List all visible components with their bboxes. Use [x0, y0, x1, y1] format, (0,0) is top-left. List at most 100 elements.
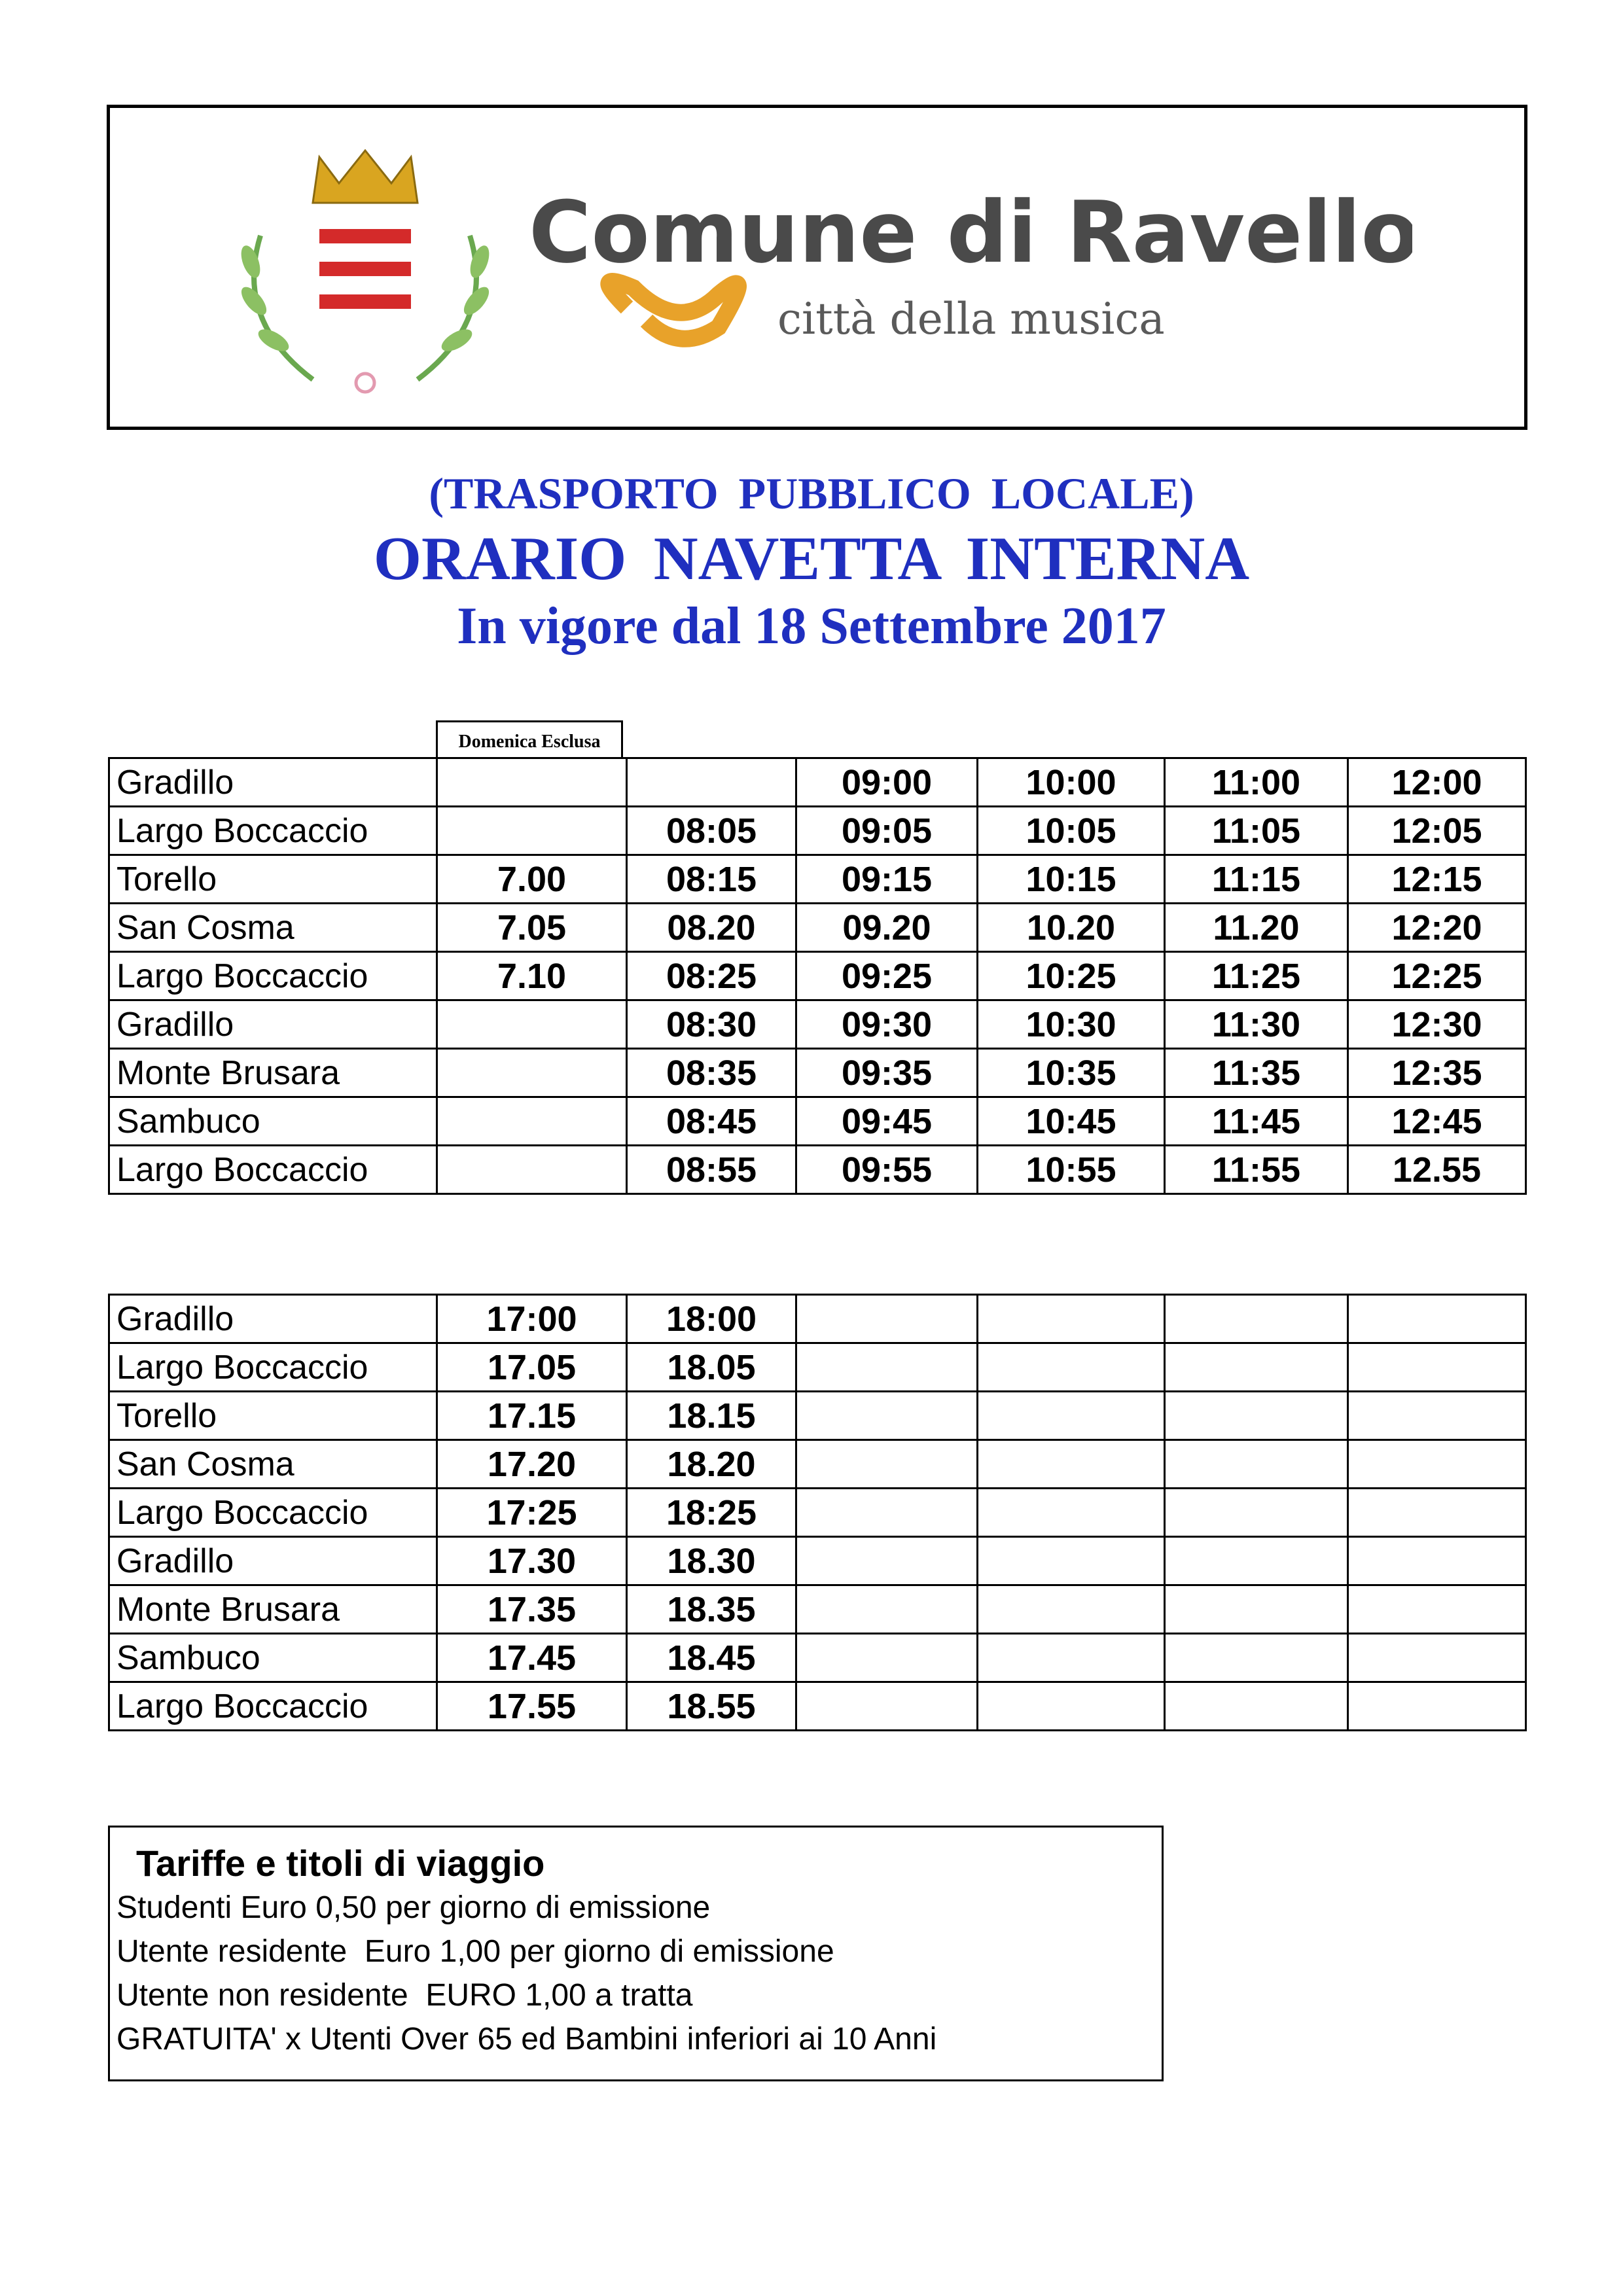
sunday-excluded-note: Domenica Esclusa [436, 720, 623, 757]
departure-time: 17.35 [436, 1584, 628, 1634]
departure-time [1347, 1342, 1527, 1392]
departure-time [436, 999, 628, 1050]
departure-time: 7.05 [436, 902, 628, 953]
departure-time: 11:30 [1164, 999, 1349, 1050]
stop-name: San Cosma [108, 1439, 438, 1489]
departure-time: 09:45 [795, 1096, 978, 1146]
departure-time: 09:15 [795, 854, 978, 904]
departure-time [795, 1342, 978, 1392]
table-row: Gradillo 17:00 18:00 [108, 1294, 1527, 1344]
stop-name: Gradillo [108, 757, 438, 807]
departure-time [626, 757, 797, 807]
table-row: Largo Boccaccio 17.05 18.05 [108, 1342, 1527, 1392]
departure-time: 10:30 [976, 999, 1166, 1050]
departure-time: 12:30 [1347, 999, 1527, 1050]
table-row: Monte Brusara 08:35 09:35 10:35 11:35 12:35 [108, 1048, 1527, 1098]
stop-name: Torello [108, 854, 438, 904]
table-row: Gradillo 17.30 18.30 [108, 1536, 1527, 1586]
departure-time: 11:45 [1164, 1096, 1349, 1146]
departure-time [795, 1633, 978, 1683]
table-row: Largo Boccaccio 08:05 09:05 10:05 11:05 12:05 [108, 805, 1527, 856]
table-row: Sambuco 08:45 09:45 10:45 11:45 12:45 [108, 1096, 1527, 1146]
departure-time: 18.35 [626, 1584, 797, 1634]
table-row: Gradillo 09:00 10:00 11:00 12:00 [108, 757, 1527, 807]
departure-time [1347, 1584, 1527, 1634]
stop-name: Largo Boccaccio [108, 951, 438, 1001]
departure-time: 12:00 [1347, 757, 1527, 807]
departure-time [1164, 1584, 1349, 1634]
departure-time [436, 805, 628, 856]
departure-time: 08.20 [626, 902, 797, 953]
departure-time [976, 1342, 1166, 1392]
comune-di-ravello-logo: Comune di Ravello città della musica [241, 149, 1412, 394]
departure-time [1164, 1342, 1349, 1392]
stop-name: Gradillo [108, 1536, 438, 1586]
fare-line: Utente residente Euro 1,00 per giorno di… [116, 1934, 834, 1969]
departure-time: 17.15 [436, 1390, 628, 1441]
service-type-heading: (TRASPORTO PUBBLICO LOCALE) [429, 468, 1194, 518]
music-note-icon [600, 273, 747, 347]
fare-line: Utente non residente EURO 1,00 a tratta [116, 1978, 693, 2013]
departure-time: 12.55 [1347, 1144, 1527, 1195]
svg-text:città della musica: città della musica [777, 294, 1165, 344]
departure-time [436, 757, 628, 807]
table-row: San Cosma 7.05 08.20 09.20 10.20 11.20 12:20 [108, 902, 1527, 953]
departure-time [976, 1487, 1166, 1538]
departure-time [436, 1048, 628, 1098]
departure-time: 12:25 [1347, 951, 1527, 1001]
departure-time: 10:35 [976, 1048, 1166, 1098]
departure-time: 08:15 [626, 854, 797, 904]
departure-time: 11:05 [1164, 805, 1349, 856]
departure-time [1347, 1633, 1527, 1683]
stop-name: Sambuco [108, 1096, 438, 1146]
departure-time [1164, 1487, 1349, 1538]
stop-name: Largo Boccaccio [108, 1144, 438, 1195]
table-row: Largo Boccaccio 7.10 08:25 09:25 10:25 11:25 1… [108, 951, 1527, 1001]
departure-time: 09:35 [795, 1048, 978, 1098]
departure-time: 10:25 [976, 951, 1166, 1001]
departure-time [1164, 1633, 1349, 1683]
departure-time [1164, 1681, 1349, 1731]
stop-name: Largo Boccaccio [108, 1342, 438, 1392]
departure-time [795, 1390, 978, 1441]
departure-time: 09:30 [795, 999, 978, 1050]
departure-time [795, 1487, 978, 1538]
departure-time: 11.20 [1164, 902, 1349, 953]
stop-name: Torello [108, 1390, 438, 1441]
stop-name: San Cosma [108, 902, 438, 953]
departure-time: 08:35 [626, 1048, 797, 1098]
departure-time: 09:00 [795, 757, 978, 807]
table-row: Torello 17.15 18.15 [108, 1390, 1527, 1441]
stop-name: Monte Brusara [108, 1584, 438, 1634]
departure-time: 10:55 [976, 1144, 1166, 1195]
departure-time: 11:15 [1164, 854, 1349, 904]
departure-time [1164, 1536, 1349, 1586]
departure-time [1164, 1390, 1349, 1441]
morning-timetable: Gradillo 09:00 10:00 11:00 12:00 Largo Boccac… [108, 757, 1527, 1195]
stop-name: Largo Boccaccio [108, 805, 438, 856]
departure-time: 11:35 [1164, 1048, 1349, 1098]
fares-box: Tariffe e titoli di viaggio Studenti Eur… [108, 1826, 1164, 2081]
departure-time [795, 1584, 978, 1634]
table-row: Largo Boccaccio 17:25 18:25 [108, 1487, 1527, 1538]
crown-icon [312, 149, 419, 204]
departure-time: 17.45 [436, 1633, 628, 1683]
departure-time: 09:25 [795, 951, 978, 1001]
stop-name: Largo Boccaccio [108, 1487, 438, 1538]
departure-time [795, 1536, 978, 1586]
departure-time [795, 1294, 978, 1344]
departure-time: 10:15 [976, 854, 1166, 904]
departure-time [1347, 1390, 1527, 1441]
table-row: Largo Boccaccio 17.55 18.55 [108, 1681, 1527, 1731]
departure-time: 18:00 [626, 1294, 797, 1344]
fare-line: Studenti Euro 0,50 per giorno di emissio… [116, 1890, 711, 1925]
table-row: Torello 7.00 08:15 09:15 10:15 11:15 12:15 [108, 854, 1527, 904]
departure-time: 11:00 [1164, 757, 1349, 807]
departure-time [436, 1096, 628, 1146]
departure-time [795, 1439, 978, 1489]
table-row: Largo Boccaccio 08:55 09:55 10:55 11:55 12.55 [108, 1144, 1527, 1195]
departure-time: 08:55 [626, 1144, 797, 1195]
stop-name: Largo Boccaccio [108, 1681, 438, 1731]
departure-time [976, 1536, 1166, 1586]
departure-time: 17:00 [436, 1294, 628, 1344]
